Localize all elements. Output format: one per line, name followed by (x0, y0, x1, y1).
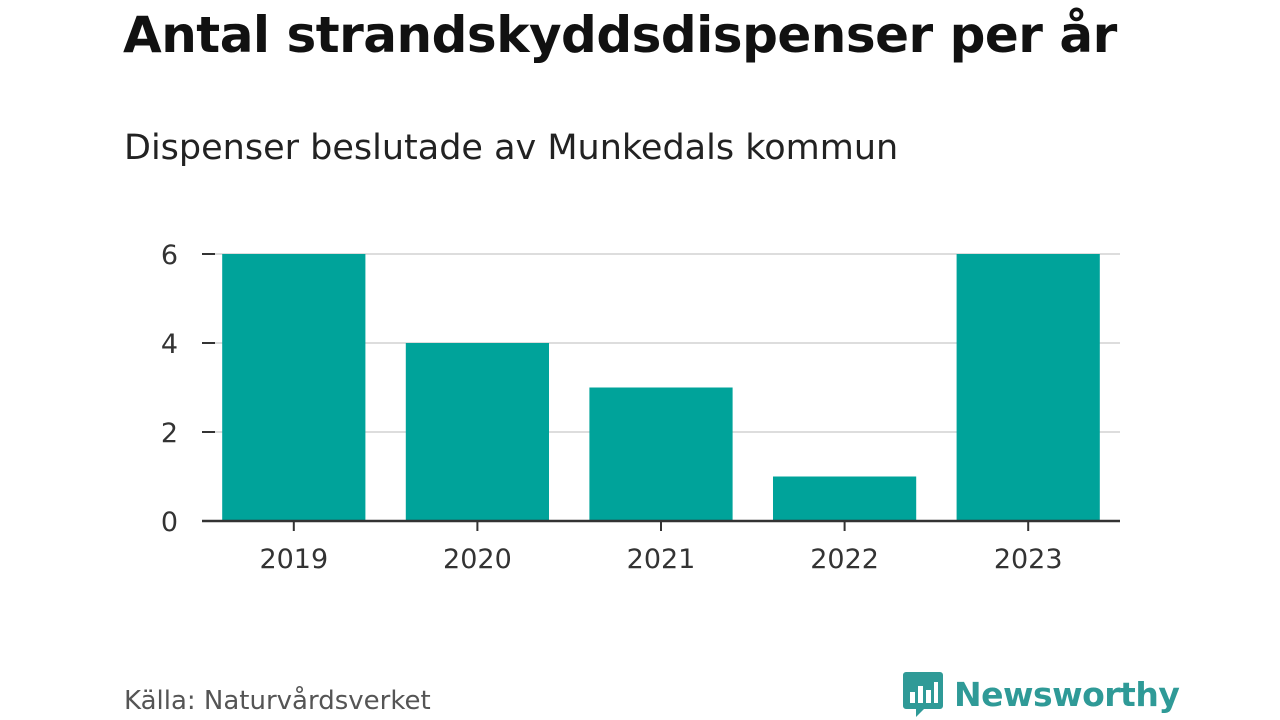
newsworthy-logo-icon (903, 672, 943, 717)
x-tick-label: 2020 (443, 544, 512, 575)
y-tick-label: 6 (161, 240, 178, 271)
bar (956, 254, 1100, 521)
y-tick-label: 2 (161, 418, 178, 449)
brand-name: Newsworthy (954, 674, 1180, 714)
source-note: Källa: Naturvårdsverket (124, 686, 431, 716)
x-tick-label: 2021 (627, 544, 696, 575)
bar (772, 476, 917, 521)
bar (589, 387, 733, 521)
y-tick-label: 4 (161, 329, 178, 360)
y-tick-label: 0 (161, 507, 178, 538)
chart-subtitle: Dispenser beslutade av Munkedals kommun (124, 128, 899, 168)
bar (405, 343, 550, 521)
x-tick-label: 2019 (259, 544, 328, 575)
x-tick-label: 2022 (810, 544, 879, 575)
chart-title: Antal strandskyddsdispenser per år (123, 6, 1117, 64)
brand-logo: Newsworthy (902, 670, 1180, 718)
bar (222, 254, 366, 521)
x-tick-label: 2023 (994, 544, 1063, 575)
